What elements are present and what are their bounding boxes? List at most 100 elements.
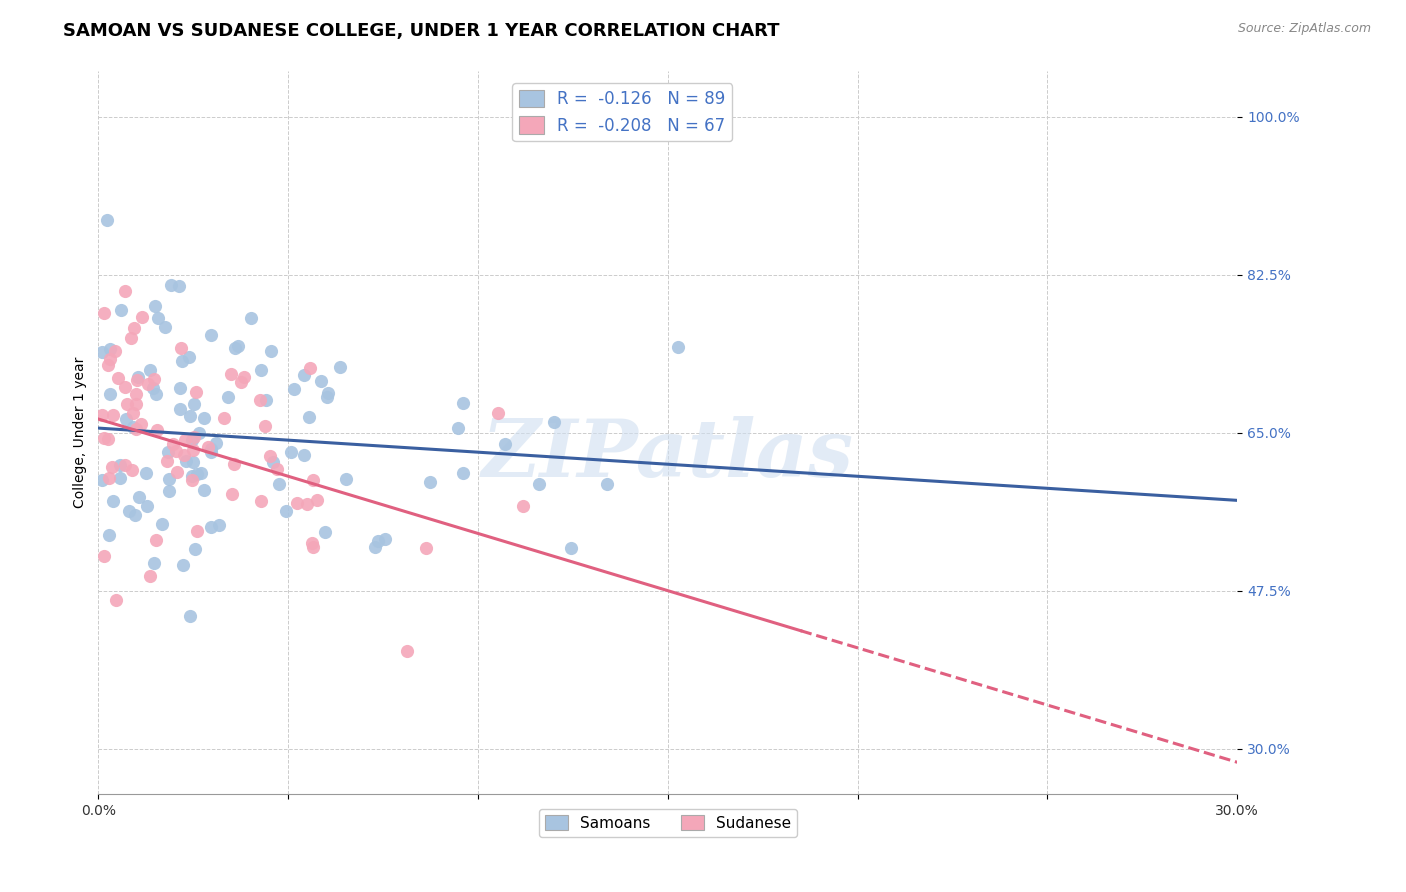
- Point: [292, 448, 315, 462]
- Point: [91, 345, 114, 359]
- Point: [298, 361, 321, 376]
- Point: [309, 374, 332, 388]
- Point: [200, 444, 222, 458]
- Point: [415, 541, 437, 555]
- Point: [104, 592, 127, 607]
- Point: [125, 397, 148, 411]
- Point: [110, 303, 132, 318]
- Point: [543, 415, 565, 429]
- Point: [283, 383, 305, 397]
- Point: [128, 491, 150, 505]
- Point: [120, 331, 142, 345]
- Point: [145, 387, 167, 401]
- Point: [181, 455, 204, 469]
- Point: [367, 534, 389, 549]
- Point: [447, 420, 470, 434]
- Point: [596, 477, 619, 491]
- Point: [135, 466, 157, 480]
- Point: [108, 471, 131, 485]
- Point: [97, 528, 120, 542]
- Point: [212, 411, 235, 425]
- Point: [172, 558, 194, 572]
- Point: [100, 342, 122, 356]
- Point: [145, 533, 167, 547]
- Point: [280, 444, 302, 458]
- Point: [292, 368, 315, 383]
- Point: [114, 458, 136, 472]
- Point: [157, 472, 180, 486]
- Point: [364, 540, 387, 554]
- Text: Source: ZipAtlas.com: Source: ZipAtlas.com: [1237, 22, 1371, 36]
- Point: [269, 477, 291, 491]
- Point: [142, 381, 165, 395]
- Point: [233, 370, 256, 384]
- Point: [125, 421, 148, 435]
- Point: [512, 499, 534, 513]
- Point: [121, 463, 143, 477]
- Point: [217, 390, 239, 404]
- Point: [93, 549, 115, 563]
- Point: [188, 425, 211, 440]
- Point: [494, 436, 516, 450]
- Point: [166, 466, 188, 480]
- Point: [249, 392, 271, 407]
- Point: [205, 436, 228, 450]
- Point: [301, 473, 323, 487]
- Point: [136, 499, 159, 513]
- Point: [254, 418, 277, 433]
- Point: [122, 406, 145, 420]
- Point: [527, 476, 550, 491]
- Point: [122, 420, 145, 434]
- Point: [666, 340, 689, 354]
- Point: [200, 520, 222, 534]
- Point: [107, 371, 129, 385]
- Point: [224, 341, 246, 355]
- Point: [125, 386, 148, 401]
- Point: [335, 473, 357, 487]
- Point: [186, 384, 208, 399]
- Point: [108, 458, 131, 472]
- Point: [115, 412, 138, 426]
- Point: [329, 360, 352, 375]
- Point: [91, 409, 114, 423]
- Point: [419, 475, 441, 490]
- Point: [143, 372, 166, 386]
- Point: [181, 433, 204, 447]
- Point: [96, 213, 118, 227]
- Point: [180, 469, 202, 483]
- Point: [226, 339, 249, 353]
- Point: [170, 354, 193, 368]
- Point: [190, 466, 212, 480]
- Point: [136, 376, 159, 391]
- Point: [156, 454, 179, 468]
- Point: [131, 310, 153, 324]
- Point: [150, 517, 173, 532]
- Point: [316, 386, 339, 401]
- Point: [314, 524, 336, 539]
- Point: [183, 430, 205, 444]
- Point: [174, 433, 197, 447]
- Point: [200, 442, 222, 456]
- Point: [302, 540, 325, 554]
- Point: [249, 493, 271, 508]
- Point: [193, 483, 215, 497]
- Point: [197, 440, 219, 454]
- Point: [146, 424, 169, 438]
- Point: [97, 471, 120, 485]
- Point: [254, 392, 277, 407]
- Point: [295, 497, 318, 511]
- Point: [179, 609, 201, 624]
- Point: [98, 352, 121, 367]
- Point: [250, 363, 273, 377]
- Point: [101, 493, 124, 508]
- Point: [231, 375, 253, 389]
- Point: [193, 410, 215, 425]
- Point: [157, 484, 180, 499]
- Point: [208, 517, 231, 532]
- Point: [114, 379, 136, 393]
- Point: [184, 541, 207, 556]
- Point: [305, 493, 328, 508]
- Text: SAMOAN VS SUDANESE COLLEGE, UNDER 1 YEAR CORRELATION CHART: SAMOAN VS SUDANESE COLLEGE, UNDER 1 YEAR…: [63, 22, 780, 40]
- Point: [160, 277, 183, 292]
- Point: [98, 386, 121, 401]
